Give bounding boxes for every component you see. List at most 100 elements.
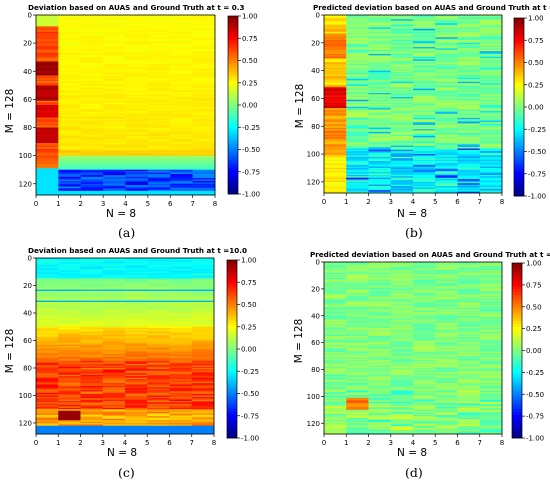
heatmap-cell [390, 295, 414, 298]
heatmap-cell [479, 124, 503, 127]
heatmap-cell [435, 403, 458, 405]
heatmap-cell [36, 114, 59, 117]
heatmap-cell [102, 281, 126, 284]
heatmap-cell [413, 366, 436, 369]
heatmap-cell [58, 330, 81, 333]
heatmap-cell [457, 85, 481, 88]
heatmap-cell [457, 109, 481, 112]
heatmap-cell [413, 101, 436, 104]
heatmap-cell [169, 395, 193, 398]
heatmap-cell [102, 384, 126, 387]
heatmap-cell [36, 284, 59, 286]
heatmap-cell [479, 166, 503, 169]
heatmap-cell [390, 309, 414, 311]
heatmap-cell [192, 78, 216, 81]
heatmap-cell [368, 290, 392, 292]
heatmap-cell [479, 119, 503, 122]
heatmap-cell [479, 55, 503, 58]
heatmap-cell [413, 294, 436, 296]
heatmap-cell [390, 88, 414, 91]
heatmap-cell [479, 353, 503, 356]
colorbar-segment [228, 134, 238, 139]
heatmap-cell [435, 382, 458, 385]
heatmap-cell [125, 277, 148, 280]
heatmap-cell [346, 78, 369, 81]
heatmap-cell [58, 72, 82, 75]
heatmap-cell [324, 341, 347, 344]
heatmap-cell [170, 37, 194, 40]
colorbar-segment [227, 265, 237, 270]
heatmap-cell [413, 397, 436, 400]
heatmap-cell [324, 58, 347, 60]
heatmap-cell [191, 399, 215, 402]
heatmap-cell [479, 397, 503, 400]
heatmap-cell [36, 135, 59, 138]
heatmap-cell [103, 102, 126, 104]
heatmap-cell [125, 50, 149, 52]
heatmap-cell [435, 190, 458, 193]
heatmap-cell [346, 179, 369, 181]
heatmap-cell [36, 83, 59, 86]
heatmap-cell [368, 20, 392, 23]
heatmap-cell [390, 327, 414, 330]
heatmap-cell [58, 284, 81, 286]
heatmap-cell [192, 19, 216, 22]
heatmap-cell [368, 151, 392, 154]
heatmap-cell [80, 429, 104, 432]
heatmap-cell [346, 290, 369, 292]
heatmap-cell [479, 16, 503, 19]
heatmap-cell [170, 67, 194, 69]
heatmap-cell [192, 114, 216, 117]
heatmap-cell [147, 428, 170, 431]
heatmap-cell [413, 267, 436, 270]
heatmap-cell [413, 162, 436, 165]
colorbar-segment [514, 77, 524, 81]
heatmap-cell [479, 77, 503, 80]
heatmap-cell [390, 126, 414, 129]
heatmap-cell [413, 403, 436, 405]
heatmap-cell [102, 324, 126, 326]
heatmap-cell [413, 388, 436, 391]
heatmap-cell [413, 345, 436, 348]
heatmap-cell [125, 285, 148, 288]
heatmap-cell [479, 58, 503, 60]
heatmap-cell [413, 413, 436, 416]
heatmap-cell [413, 432, 436, 435]
heatmap-cell [169, 289, 193, 292]
heatmap-cell [36, 322, 59, 325]
heatmap-cell [36, 264, 59, 267]
heatmap-cell [169, 318, 193, 321]
heatmap-cell [435, 401, 458, 404]
heatmap-cell [147, 114, 171, 117]
heatmap-cell [147, 41, 171, 44]
heatmap-cell [58, 114, 82, 117]
colorbar-segment [227, 313, 237, 317]
heatmap-cell [80, 185, 104, 187]
heatmap-cell [390, 325, 414, 327]
heatmap-cell [324, 181, 347, 184]
heatmap-cell [192, 38, 216, 41]
heatmap-cell [368, 292, 392, 295]
heatmap-cell [390, 101, 414, 104]
heatmap-cell [80, 399, 104, 402]
heatmap-cell [36, 40, 59, 43]
heatmap-cell [368, 105, 392, 108]
heatmap-cell [324, 62, 347, 65]
colorbar-segment [227, 378, 237, 383]
heatmap-cell [125, 340, 148, 343]
heatmap-cell [457, 27, 481, 30]
heatmap-cell [324, 267, 347, 270]
heatmap-cell [191, 406, 215, 409]
heatmap-cell [36, 141, 59, 144]
heatmap-cell [36, 112, 59, 114]
heatmap-cell [80, 116, 104, 119]
heatmap-cell [36, 379, 59, 381]
heatmap-cell [169, 304, 193, 307]
heatmap-cell [346, 21, 369, 24]
heatmap-cell [368, 85, 392, 88]
heatmap-cell [413, 420, 436, 423]
heatmap-cell [192, 165, 216, 168]
heatmap-cell [80, 89, 104, 92]
heatmap-cell [324, 46, 347, 49]
heatmap-cell [346, 399, 369, 401]
